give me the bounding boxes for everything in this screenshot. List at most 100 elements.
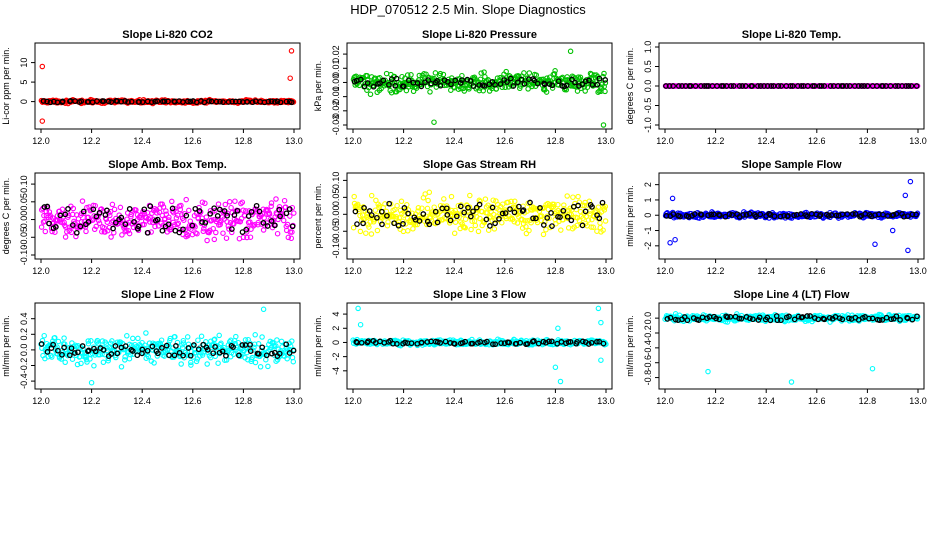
data-point: [87, 207, 94, 214]
outlier-point: [557, 378, 564, 385]
reference-point: [807, 313, 813, 319]
reference-point: [184, 98, 191, 105]
reference-point: [247, 348, 254, 354]
data-point: [83, 353, 90, 360]
x-tick-label: 12.4: [445, 136, 463, 146]
reference-point: [260, 220, 267, 226]
reference-point: [253, 202, 260, 209]
data-point: [91, 226, 98, 233]
data-point: [123, 227, 129, 234]
reference-point: [139, 346, 146, 353]
reference-point: [213, 98, 220, 105]
reference-point: [677, 213, 683, 220]
data-point: [261, 215, 267, 221]
data-point: [122, 228, 128, 235]
reference-point: [791, 316, 798, 323]
reference-point: [549, 82, 556, 89]
panel-3: Slope Li-820 Temp. degrees C per min. 12.0…: [625, 29, 927, 146]
data-point: [415, 208, 421, 214]
reference-point: [405, 210, 411, 217]
reference-point: [736, 83, 743, 89]
reference-point: [236, 98, 243, 105]
data-point: [365, 77, 371, 84]
reference-point: [166, 352, 172, 359]
series-points: [38, 48, 297, 124]
data-point: [351, 193, 357, 200]
reference-point: [185, 345, 192, 351]
data-point: [139, 211, 145, 218]
reference-point: [755, 83, 761, 89]
data-point: [278, 338, 285, 345]
data-point: [243, 208, 249, 214]
data-point: [368, 231, 375, 237]
data-point: [404, 72, 411, 78]
reference-point: [386, 200, 393, 207]
x-tick-label: 12.8: [547, 266, 565, 276]
x-tick-label: 12.0: [344, 266, 362, 276]
x-tick-label: 12.8: [859, 136, 877, 146]
x-tick-label: 12.6: [808, 396, 826, 406]
y-tick-label: 4: [331, 312, 341, 317]
x-tick-label: 12.4: [445, 266, 463, 276]
reference-point: [286, 206, 293, 212]
series-points: [662, 311, 921, 385]
reference-point: [535, 340, 542, 347]
data-point: [192, 224, 198, 230]
plot-frame: [34, 172, 301, 260]
data-point: [526, 70, 533, 76]
y-axis-label: degrees C per min.: [1, 178, 11, 255]
data-point: [448, 193, 455, 200]
reference-point: [283, 210, 290, 217]
data-point: [528, 219, 534, 226]
reference-point: [798, 211, 804, 217]
reference-point: [272, 99, 278, 105]
y-tick-label: 0.4: [19, 312, 29, 325]
reference-point: [129, 348, 136, 354]
panel-6: Slope Sample Flow ml/min per min. 12.0 12.2…: [625, 159, 927, 276]
y-tick-label: -0.05: [331, 221, 341, 242]
reference-point: [804, 213, 810, 220]
reference-point: [767, 317, 774, 324]
data-point: [95, 217, 102, 224]
reference-point: [276, 350, 283, 357]
data-point: [526, 227, 532, 234]
reference-point: [710, 211, 717, 218]
reference-point: [290, 347, 297, 354]
outlier-point: [287, 75, 293, 81]
data-point: [197, 353, 203, 359]
reference-point: [879, 317, 886, 323]
y-tick-label: -0.4: [19, 373, 29, 389]
x-tick-label: 12.6: [184, 396, 202, 406]
reference-point: [212, 344, 218, 350]
outlier-point: [555, 325, 561, 332]
data-point: [211, 336, 218, 342]
y-axis-label: Li-cor ppm per min.: [1, 47, 11, 125]
reference-point: [596, 75, 603, 82]
reference-point: [531, 338, 537, 344]
data-point: [169, 198, 175, 205]
reference-point: [176, 349, 183, 356]
y-tick-label: 2: [331, 326, 341, 331]
reference-point: [833, 212, 840, 219]
data-point: [576, 199, 583, 205]
data-point: [533, 72, 540, 78]
reference-point: [364, 80, 371, 86]
data-point: [424, 205, 431, 212]
data-point: [215, 201, 222, 207]
reference-point: [548, 338, 555, 345]
data-point: [78, 360, 84, 367]
reference-point: [722, 213, 729, 220]
outlier-point: [355, 305, 361, 312]
data-point: [521, 70, 527, 76]
x-tick-label: 12.6: [496, 266, 514, 276]
data-point: [213, 229, 219, 236]
x-tick-label: 12.2: [707, 396, 725, 406]
series-points: [350, 305, 609, 385]
data-point: [416, 72, 423, 79]
reference-point: [104, 207, 110, 214]
reference-point: [888, 316, 895, 323]
x-tick-label: 13.0: [597, 136, 615, 146]
data-point: [61, 341, 68, 347]
outlier-point: [869, 365, 876, 372]
reference-point: [144, 347, 151, 354]
